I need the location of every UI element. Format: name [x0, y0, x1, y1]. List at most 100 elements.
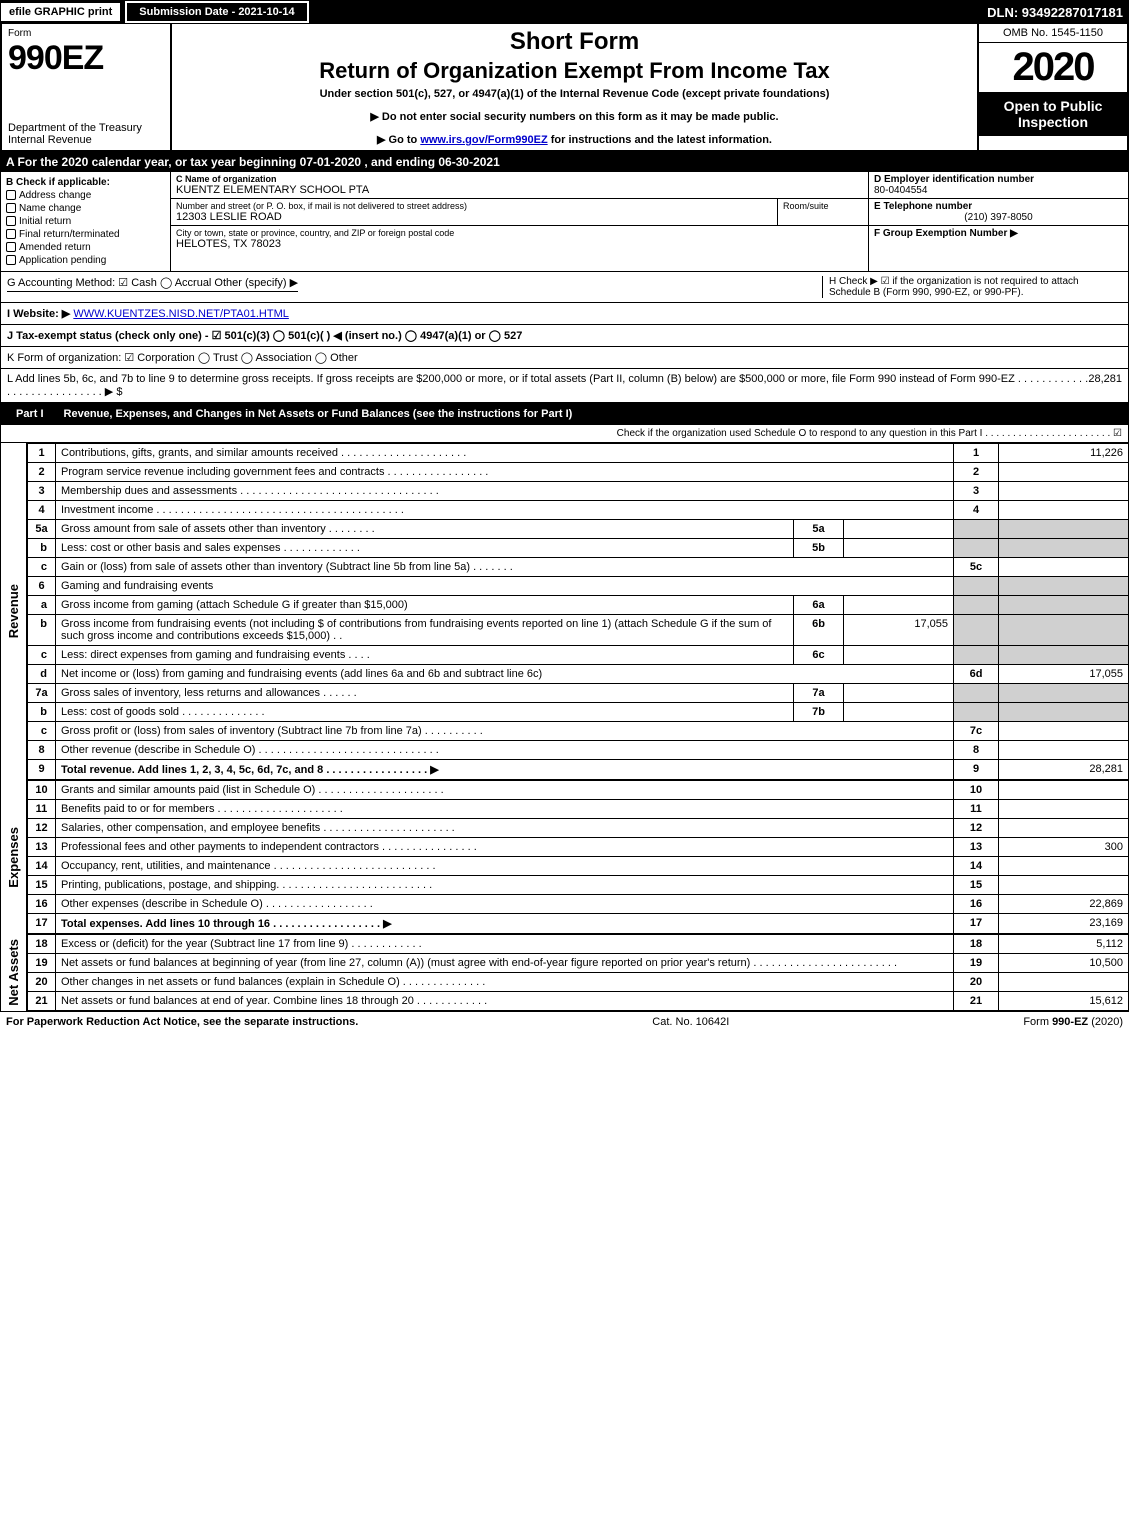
phone-value: (210) 397-8050 — [874, 212, 1123, 223]
line-desc: Less: cost of goods sold . . . . . . . .… — [56, 703, 794, 722]
check-amended-return[interactable]: Amended return — [6, 242, 165, 253]
line-desc: Membership dues and assessments . . . . … — [56, 482, 954, 501]
phone-row: E Telephone number (210) 397-8050 — [869, 199, 1128, 226]
shade-cell — [954, 539, 999, 558]
checkbox-icon — [6, 255, 16, 265]
name-label: C Name of organization — [176, 174, 863, 184]
header-left: Form 990EZ Department of the Treasury In… — [2, 24, 172, 150]
line-num: c — [28, 558, 56, 577]
check-application-pending[interactable]: Application pending — [6, 255, 165, 266]
line-amount — [999, 482, 1129, 501]
shade-cell — [954, 646, 999, 665]
shade-cell — [954, 684, 999, 703]
line-num: 12 — [28, 819, 56, 838]
check-label: Initial return — [19, 216, 71, 227]
street-row: Number and street (or P. O. box, if mail… — [171, 199, 868, 226]
line-desc: Gross amount from sale of assets other t… — [56, 520, 794, 539]
page-footer: For Paperwork Reduction Act Notice, see … — [0, 1011, 1129, 1032]
line-amount — [999, 463, 1129, 482]
line-amount — [999, 973, 1129, 992]
efile-button[interactable]: efile GRAPHIC print — [0, 2, 121, 22]
line-amount — [999, 857, 1129, 876]
line-desc: Salaries, other compensation, and employ… — [56, 819, 954, 838]
line-amount — [999, 819, 1129, 838]
line-box: 8 — [954, 741, 999, 760]
checkbox-icon — [6, 216, 16, 226]
line-box: 13 — [954, 838, 999, 857]
check-label: Amended return — [19, 242, 91, 253]
mini-amount — [844, 539, 954, 558]
expenses-table: 10Grants and similar amounts paid (list … — [27, 780, 1129, 934]
expenses-section: Expenses 10Grants and similar amounts pa… — [0, 780, 1129, 934]
line-desc: Less: cost or other basis and sales expe… — [56, 539, 794, 558]
l-amount: 28,281 — [1088, 373, 1122, 398]
website-link[interactable]: WWW.KUENTZES.NISD.NET/PTA01.HTML — [73, 308, 289, 320]
h-box: H Check ▶ ☑ if the organization is not r… — [822, 276, 1122, 298]
shade-cell — [954, 520, 999, 539]
shade-cell — [954, 596, 999, 615]
line-amount — [999, 800, 1129, 819]
line-box: 18 — [954, 935, 999, 954]
revenue-section: Revenue 1Contributions, gifts, grants, a… — [0, 443, 1129, 780]
check-name-change[interactable]: Name change — [6, 203, 165, 214]
check-final-return[interactable]: Final return/terminated — [6, 229, 165, 240]
org-name-row: C Name of organization KUENTZ ELEMENTARY… — [171, 172, 868, 199]
form-header: Form 990EZ Department of the Treasury In… — [0, 24, 1129, 152]
mini-box: 7a — [794, 684, 844, 703]
shade-cell — [999, 596, 1129, 615]
city-value: HELOTES, TX 78023 — [176, 238, 863, 250]
l-text: L Add lines 5b, 6c, and 7b to line 9 to … — [7, 373, 1088, 398]
line-num: 18 — [28, 935, 56, 954]
part-i-header: Part I Revenue, Expenses, and Changes in… — [0, 403, 1129, 425]
line-num: c — [28, 646, 56, 665]
line-box: 20 — [954, 973, 999, 992]
line-box: 21 — [954, 992, 999, 1011]
line-2: 2Program service revenue including gover… — [28, 463, 1129, 482]
submission-date-button[interactable]: Submission Date - 2021-10-14 — [125, 1, 308, 23]
phone-label: E Telephone number — [874, 201, 1123, 212]
website-label: I Website: ▶ — [7, 308, 70, 320]
check-address-change[interactable]: Address change — [6, 190, 165, 201]
line-box: 3 — [954, 482, 999, 501]
ein-value: 80-0404554 — [874, 185, 1123, 196]
line-num: 21 — [28, 992, 56, 1011]
footer-right-post: (2020) — [1088, 1016, 1123, 1028]
line-amount — [999, 501, 1129, 520]
irs-link[interactable]: www.irs.gov/Form990EZ — [420, 134, 547, 146]
net-assets-label: Net Assets — [6, 939, 21, 1006]
line-num: 3 — [28, 482, 56, 501]
footer-mid: Cat. No. 10642I — [652, 1016, 729, 1028]
line-num: 4 — [28, 501, 56, 520]
net-assets-section: Net Assets 18Excess or (deficit) for the… — [0, 934, 1129, 1011]
line-desc: Net assets or fund balances at end of ye… — [56, 992, 954, 1011]
check-label: Application pending — [19, 255, 106, 266]
line-desc: Gaming and fundraising events — [56, 577, 954, 596]
line-num: 7a — [28, 684, 56, 703]
line-desc: Contributions, gifts, grants, and simila… — [56, 444, 954, 463]
check-initial-return[interactable]: Initial return — [6, 216, 165, 227]
line-num: b — [28, 615, 56, 646]
line-box: 12 — [954, 819, 999, 838]
line-box: 7c — [954, 722, 999, 741]
mini-box: 5b — [794, 539, 844, 558]
line-desc: Gross income from gaming (attach Schedul… — [56, 596, 794, 615]
line-3: 3Membership dues and assessments . . . .… — [28, 482, 1129, 501]
under-section-text: Under section 501(c), 527, or 4947(a)(1)… — [182, 88, 967, 100]
line-num: 20 — [28, 973, 56, 992]
section-a-bar: A For the 2020 calendar year, or tax yea… — [0, 152, 1129, 172]
revenue-label: Revenue — [6, 584, 21, 638]
mini-amount: 17,055 — [844, 615, 954, 646]
line-num: d — [28, 665, 56, 684]
line-box: 10 — [954, 781, 999, 800]
line-15: 15Printing, publications, postage, and s… — [28, 876, 1129, 895]
line-12: 12Salaries, other compensation, and empl… — [28, 819, 1129, 838]
line-amount — [999, 781, 1129, 800]
line-desc: Professional fees and other payments to … — [56, 838, 954, 857]
line-6a: aGross income from gaming (attach Schedu… — [28, 596, 1129, 615]
line-amount: 22,869 — [999, 895, 1129, 914]
line-desc: Grants and similar amounts paid (list in… — [56, 781, 954, 800]
line-num: 1 — [28, 444, 56, 463]
line-box: 15 — [954, 876, 999, 895]
shade-cell — [999, 615, 1129, 646]
info-grid: B Check if applicable: Address change Na… — [0, 172, 1129, 272]
